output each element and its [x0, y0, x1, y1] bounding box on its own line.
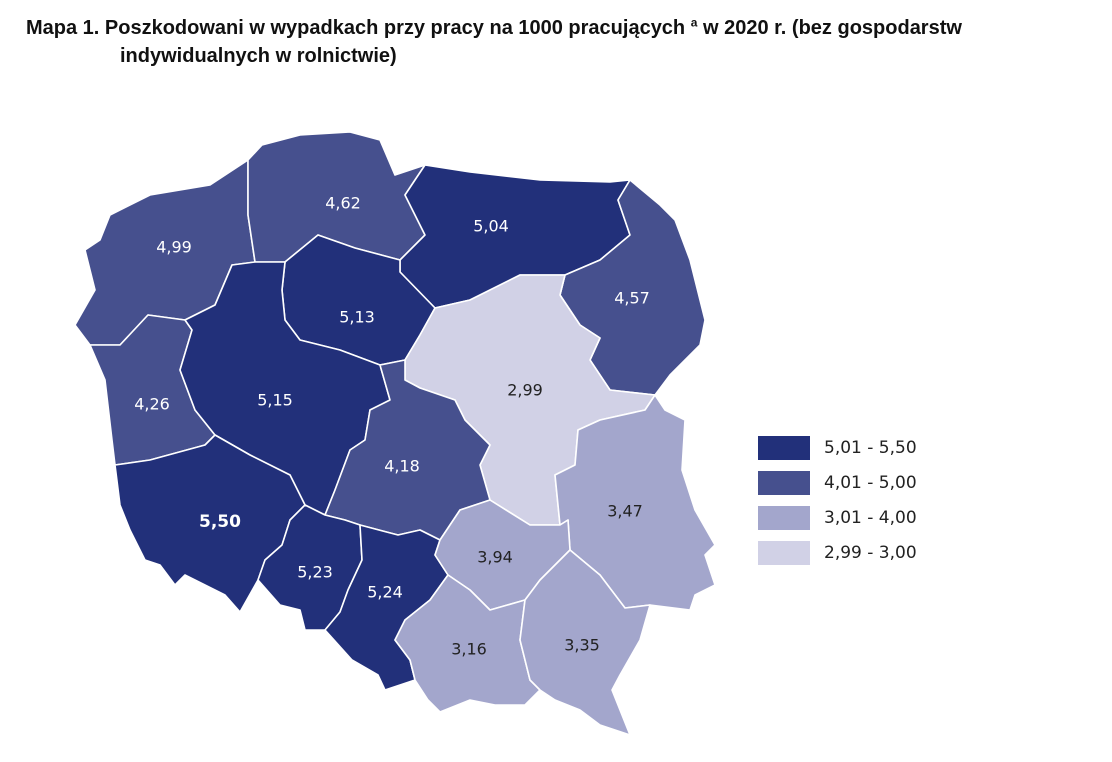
region-label-lubuskie: 4,26: [134, 395, 170, 414]
region-label-dolnoslaskie: 5,50: [199, 512, 241, 532]
region-label-kujawsko-pomorskie: 5,13: [339, 308, 375, 327]
region-label-swietokrzyskie: 3,94: [477, 548, 513, 567]
legend-label: 4,01 - 5,00: [824, 472, 917, 493]
legend-label: 5,01 - 5,50: [824, 437, 917, 458]
region-label-lodzkie: 4,18: [384, 457, 420, 476]
footnote-marker: a: [690, 15, 698, 30]
legend-swatch: [758, 540, 810, 565]
region-label-wielkopolskie: 5,15: [257, 391, 293, 410]
map-title-line-1: Mapa 1. Poszkodowani w wypadkach przy pr…: [26, 15, 962, 39]
map-title-line-2: indywidualnych w rolnictwie): [120, 45, 397, 67]
region-malopolskie[interactable]: [394, 574, 541, 713]
region-label-slaskie: 5,24: [367, 583, 403, 602]
map-legend: 5,01 - 5,50 4,01 - 5,00 3,01 - 4,00 2,99…: [758, 430, 917, 570]
legend-swatch: [758, 505, 810, 530]
region-label-lubelskie: 3,47: [607, 502, 643, 521]
region-label-warminsko-mazurskie: 5,04: [473, 217, 509, 236]
legend-label: 2,99 - 3,00: [824, 542, 917, 563]
legend-swatch: [758, 470, 810, 495]
legend-item: 3,01 - 4,00: [758, 500, 917, 535]
legend-label: 3,01 - 4,00: [824, 507, 917, 528]
map-title: Mapa 1. Poszkodowani w wypadkach przy pr…: [26, 14, 1106, 70]
legend-swatch: [758, 435, 810, 460]
region-label-mazowieckie: 2,99: [507, 381, 543, 400]
region-label-podlaskie: 4,57: [614, 289, 650, 308]
region-opolskie[interactable]: [257, 504, 363, 631]
region-label-pomorskie: 4,62: [325, 194, 361, 213]
legend-item: 4,01 - 5,00: [758, 465, 917, 500]
legend-item: 2,99 - 3,00: [758, 535, 917, 570]
region-podkarpackie[interactable]: [519, 549, 651, 736]
region-label-podkarpackie: 3,35: [564, 636, 600, 655]
region-label-opolskie: 5,23: [297, 563, 333, 582]
region-label-malopolskie: 3,16: [451, 640, 487, 659]
region-label-zachodniopomorskie: 4,99: [156, 238, 192, 257]
legend-item: 5,01 - 5,50: [758, 430, 917, 465]
